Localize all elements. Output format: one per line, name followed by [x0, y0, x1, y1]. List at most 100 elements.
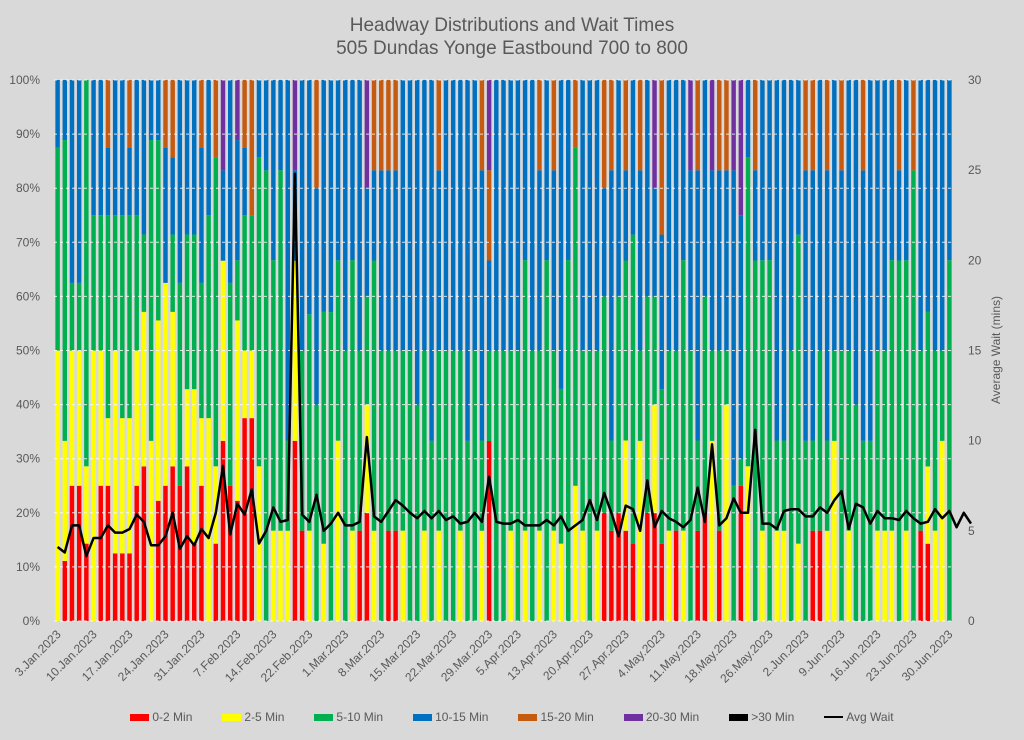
bar-segment: [436, 350, 441, 531]
bar-segment: [271, 530, 276, 621]
legend-item: 20-30 Min: [623, 710, 700, 724]
bar-segment: [134, 350, 139, 486]
bar-segment: [371, 260, 377, 531]
bar-segment: [76, 80, 82, 283]
y2-tick-label: 10: [968, 434, 982, 448]
bar-segment: [98, 215, 103, 351]
bar-segment: [918, 350, 923, 531]
bar-segment: [947, 260, 952, 621]
bar-segment: [609, 530, 614, 621]
bar-segment: [278, 80, 283, 171]
bar-segment: [939, 350, 945, 441]
bar-segment: [199, 282, 204, 419]
bar-segment: [213, 543, 219, 621]
bar-segment: [220, 440, 226, 621]
bar-segment: [235, 500, 240, 621]
legend-item: >30 Min: [729, 710, 794, 724]
bar-segment: [925, 311, 931, 467]
bar-segment: [760, 260, 765, 531]
y2-tick-label: 30: [968, 73, 982, 87]
bar-segment: [530, 350, 535, 621]
bar-segment: [939, 80, 945, 351]
bar-segment: [573, 485, 578, 621]
bar-segment: [321, 80, 326, 312]
bar-segment: [839, 170, 844, 351]
bar-segment: [623, 170, 628, 261]
bar-segment: [738, 215, 744, 459]
bar-segment: [199, 80, 204, 148]
bar-segment: [379, 350, 384, 621]
bar-segment: [156, 140, 161, 321]
bar-segment: [717, 170, 722, 351]
bar-segment: [709, 350, 715, 441]
bar-segment: [227, 485, 233, 621]
legend-label: 20-30 Min: [645, 710, 700, 724]
y2-tick-label: 5: [968, 524, 975, 538]
bar-segment: [882, 350, 887, 531]
bar-segment: [695, 440, 700, 531]
y-tick-label: 100%: [9, 73, 40, 87]
bar-segment: [810, 170, 815, 441]
bar-segment: [242, 418, 247, 622]
bar-segment: [91, 80, 96, 216]
bar-segment: [156, 80, 161, 141]
bar-segment: [875, 80, 880, 351]
bar-segment: [84, 80, 89, 467]
bar-segment: [738, 485, 744, 621]
avg-wait-line: [56, 172, 973, 558]
bar-segment: [314, 80, 319, 189]
legend-item: 10-15 Min: [413, 710, 488, 724]
bar-segment: [127, 147, 132, 216]
bar-segment: [242, 80, 247, 148]
bar-segment: [673, 80, 679, 351]
bar-segment: [788, 80, 794, 351]
bar-segment: [400, 350, 406, 531]
bar-segment: [537, 170, 542, 351]
bar-segment: [91, 350, 96, 621]
bar-segment: [328, 80, 334, 313]
bar-segment: [724, 80, 729, 171]
bar-segment: [84, 543, 89, 621]
bar-segment: [681, 80, 686, 261]
legend: 0-2 Min 2-5 Min 5-10 Min 10-15 Min 15-20 Min…: [0, 710, 1024, 724]
bar-segment: [429, 80, 434, 441]
bar-segment: [235, 80, 240, 141]
bar-segment: [911, 80, 916, 171]
bar-segment: [767, 260, 772, 621]
y2-axis-label: Average Wait (mins): [989, 296, 1003, 404]
bar-segment: [846, 80, 851, 351]
bar-segment: [127, 418, 132, 554]
bar-segment: [335, 80, 341, 261]
bar-segment: [436, 80, 441, 171]
bar-segment: [199, 418, 204, 486]
legend-swatch: [824, 716, 844, 718]
bar-segment: [184, 234, 190, 390]
bar-segment: [472, 80, 477, 351]
bar-segment: [263, 80, 269, 171]
bar-segment: [796, 543, 801, 621]
bar-segment: [918, 530, 923, 621]
bar-segment: [904, 260, 909, 531]
bar-segment: [832, 80, 837, 351]
bar-segment: [832, 350, 837, 441]
bar-segment: [904, 530, 909, 621]
bar-segment: [803, 440, 808, 621]
bar-segment: [69, 350, 75, 486]
y-tick-label: 80%: [16, 181, 40, 195]
bar-segment: [414, 80, 420, 405]
bar-segment: [414, 404, 420, 621]
bar-segment: [156, 320, 161, 501]
bar-segment: [709, 80, 715, 171]
bar-segment: [767, 80, 772, 261]
bar-segment: [458, 350, 463, 531]
bar-segment: [889, 260, 895, 531]
y-tick-label: 90%: [16, 127, 40, 141]
bar-segment: [235, 320, 240, 501]
legend-label: 0-2 Min: [152, 710, 193, 724]
bar-segment: [745, 466, 751, 621]
bar-segment: [688, 80, 693, 171]
bar-segment: [724, 170, 729, 351]
bar-segment: [357, 530, 362, 621]
y2-tick-label: 15: [968, 344, 982, 358]
bar-segment: [522, 80, 528, 261]
